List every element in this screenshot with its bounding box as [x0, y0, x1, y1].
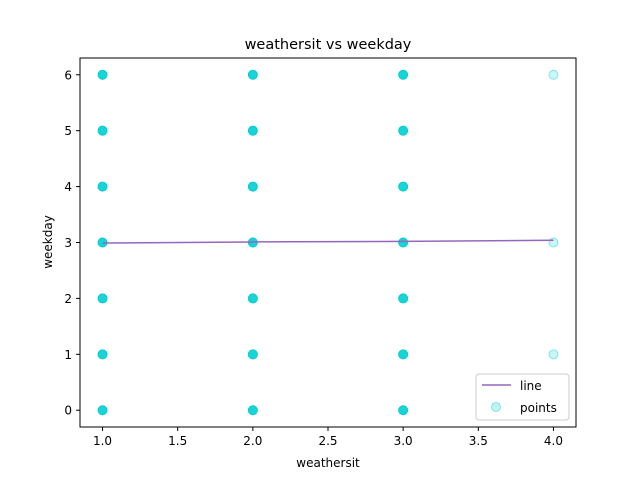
scatter-point: [98, 70, 107, 79]
x-tick-label: 2.0: [243, 434, 262, 448]
x-tick-label: 1.5: [168, 434, 187, 448]
x-tick-label: 3.0: [394, 434, 413, 448]
legend-label-points: points: [520, 401, 557, 415]
y-tick-label: 2: [64, 292, 72, 306]
scatter-point: [248, 182, 257, 191]
x-tick-label: 4.0: [544, 434, 563, 448]
scatter-point: [248, 126, 257, 135]
legend-points-swatch: [492, 403, 501, 412]
scatter-point: [549, 350, 558, 359]
scatter-point: [98, 406, 107, 415]
scatter-point: [399, 294, 408, 303]
scatter-point: [98, 350, 107, 359]
scatter-point: [399, 182, 408, 191]
scatter-point: [98, 294, 107, 303]
x-axis-label: weathersit: [296, 456, 360, 470]
scatter-point: [549, 70, 558, 79]
scatter-point: [98, 182, 107, 191]
scatter-point: [248, 294, 257, 303]
scatter-point: [399, 238, 408, 247]
scatter-point: [549, 238, 558, 247]
scatter-point: [399, 406, 408, 415]
scatter-point: [399, 350, 408, 359]
scatter-point: [399, 126, 408, 135]
scatter-point: [248, 70, 257, 79]
scatter-point: [248, 350, 257, 359]
x-tick-label: 2.5: [318, 434, 337, 448]
chart-title: weathersit vs weekday: [245, 37, 412, 53]
y-tick-label: 0: [64, 404, 72, 418]
x-tick-label: 1.0: [93, 434, 112, 448]
x-tick-label: 3.5: [469, 434, 488, 448]
scatter-point: [399, 70, 408, 79]
scatter-point: [248, 406, 257, 415]
y-axis-label: weekday: [41, 215, 55, 269]
scatter-point: [98, 126, 107, 135]
legend-label-line: line: [520, 379, 542, 393]
y-tick-label: 1: [64, 348, 72, 362]
y-tick-label: 3: [64, 236, 72, 250]
y-tick-label: 4: [64, 180, 72, 194]
y-tick-label: 6: [64, 68, 72, 82]
legend: line points: [476, 374, 569, 420]
y-tick-label: 5: [64, 124, 72, 138]
